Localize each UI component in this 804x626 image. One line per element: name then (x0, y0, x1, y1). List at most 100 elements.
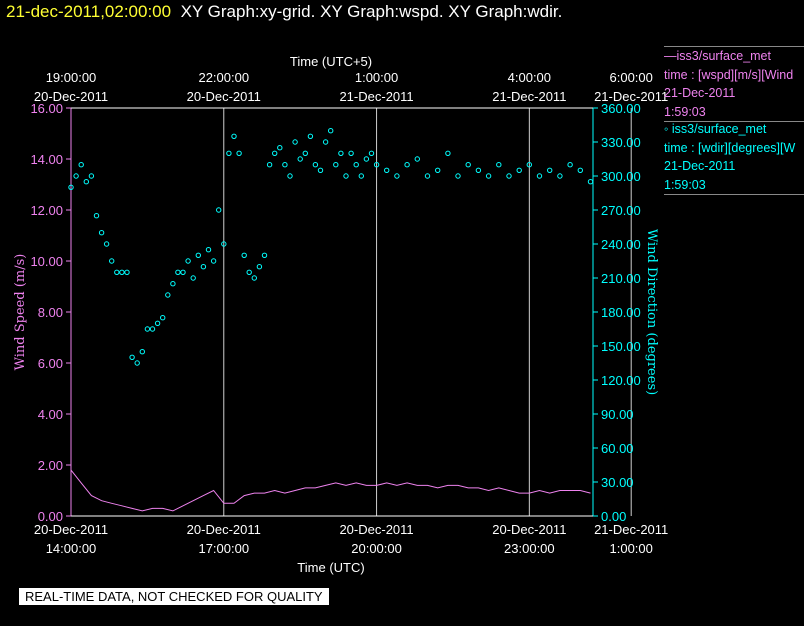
wdir-point (261, 252, 268, 259)
grid-lines (223, 108, 632, 516)
y-right-tick-label: 120.00 (601, 373, 641, 388)
wdir-point (170, 281, 176, 287)
quality-notice: REAL-TIME DATA, NOT CHECKED FOR QUALITY (19, 588, 329, 605)
wdir-point (236, 150, 242, 157)
wdir-point (353, 162, 359, 168)
wdir-point (210, 258, 217, 264)
wdir-point (241, 252, 247, 259)
wdir-point (88, 173, 95, 179)
wdir-point (216, 207, 222, 213)
y-right-tick-label: 60.00 (601, 441, 634, 456)
y-left-tick-label: 4.00 (38, 407, 63, 422)
x-bottom-tick-time: 20:00:00 (351, 541, 402, 556)
y-left-tick-label: 16.00 (30, 101, 63, 116)
y-left-tick-label: 2.00 (38, 458, 63, 473)
wdir-point (287, 173, 293, 179)
legend-separator (664, 46, 804, 47)
y-right-tick-label: 210.00 (601, 271, 641, 286)
legend-wdir-line3: 1:59:03 (664, 177, 706, 192)
y-right-tick-label: 90.00 (601, 407, 634, 422)
y-right-tick-label: 270.00 (601, 203, 641, 218)
wdir-point (231, 133, 237, 140)
wdir-point (205, 247, 212, 253)
wdir-point (577, 167, 583, 174)
wdir-point (485, 173, 492, 179)
wdir-point (526, 162, 532, 168)
y-left-tick-label: 12.00 (30, 203, 63, 218)
legend-wdir-name: ◦ iss3/surface_met (664, 122, 767, 136)
legend-separator (664, 194, 804, 195)
wdir-point (124, 269, 130, 275)
x-bottom-tick-date: 20-Dec-2011 (187, 522, 261, 537)
wdir-point (557, 173, 563, 179)
x-bottom-tick-time: 23:00:00 (504, 541, 555, 556)
x-bottom-tick-time: 14:00:00 (46, 541, 97, 556)
wdir-point (134, 360, 140, 366)
wdir-point (282, 162, 288, 168)
wdir-point (256, 264, 263, 270)
legend-wspd-line2: 21-Dec-2011 (664, 86, 736, 100)
x-top-tick-time: 22:00:00 (198, 70, 249, 85)
x-bottom-tick-time: 17:00:00 (198, 541, 249, 556)
x-top-tick-date: 20-Dec-2011 (187, 89, 261, 104)
wdir-point (547, 167, 553, 174)
y-left-tick-label: 8.00 (38, 305, 63, 320)
wdir-point (175, 269, 181, 275)
wdir-point (455, 173, 461, 179)
y-right-tick-label: 180.00 (601, 305, 641, 320)
wdir-point (154, 320, 161, 326)
wdir-point (119, 269, 125, 275)
wdir-point (516, 167, 522, 174)
wdir-point (292, 139, 298, 145)
wdir-point (73, 173, 79, 179)
wdir-point (404, 162, 410, 168)
wdir-point (333, 162, 339, 168)
wdir-point (272, 150, 278, 157)
legend-wdir-line2: 21-Dec-2011 (664, 159, 736, 173)
wdir-point (338, 150, 344, 157)
wdir-point (83, 179, 90, 185)
y-left-tick-label: 6.00 (38, 356, 63, 371)
wdir-point (363, 156, 370, 162)
x-top-tick-time: 19:00:00 (46, 70, 97, 85)
wdir-point (394, 173, 400, 179)
wdir-point (129, 354, 135, 360)
wdir-point (195, 252, 202, 259)
wdir-point (373, 162, 380, 168)
wdir-point (160, 315, 166, 321)
data-series (68, 128, 594, 512)
x-bottom-tick-date: 20-Dec-2011 (34, 522, 108, 537)
y-right-tick-label: 0.00 (601, 509, 626, 524)
wdir-point (149, 326, 156, 332)
wdir-point (226, 150, 232, 157)
wdir-point (328, 128, 334, 134)
y-left-tick-label: 0.00 (38, 509, 63, 524)
wdir-point (358, 173, 364, 179)
header-bar: 21-dec-2011,02:00:00 XY Graph:xy-grid. X… (6, 2, 562, 22)
wdir-point (103, 241, 110, 247)
wdir-point (78, 162, 84, 168)
wdir-point (307, 133, 314, 140)
wdir-point (200, 264, 207, 270)
wdir-point (496, 162, 502, 168)
legend-wspd-line3: 1:59:03 (664, 104, 706, 119)
wdir-point (266, 162, 273, 168)
y-right-tick-label: 360.00 (601, 101, 641, 116)
wdir-point (139, 349, 146, 355)
y-right-tick-label: 240.00 (601, 237, 641, 252)
wdir-point (190, 275, 196, 281)
wdir-point (465, 162, 471, 168)
wdir-point (302, 150, 308, 157)
wdir-point (424, 173, 431, 179)
wdir-point (246, 269, 252, 275)
wdir-point (180, 269, 186, 275)
x-bottom-tick-date: 20-Dec-2011 (339, 522, 413, 537)
wdir-point (277, 145, 283, 151)
header-datetime: 21-dec-2011,02:00:00 (6, 2, 172, 21)
x-top-tick-date: 21-Dec-2011 (339, 89, 413, 104)
y-right-axis-label: Wind Direction (degrees) (644, 229, 659, 395)
y-right-tick-label: 30.00 (601, 475, 634, 490)
wdir-point (144, 326, 151, 332)
wdir-point (109, 258, 115, 264)
